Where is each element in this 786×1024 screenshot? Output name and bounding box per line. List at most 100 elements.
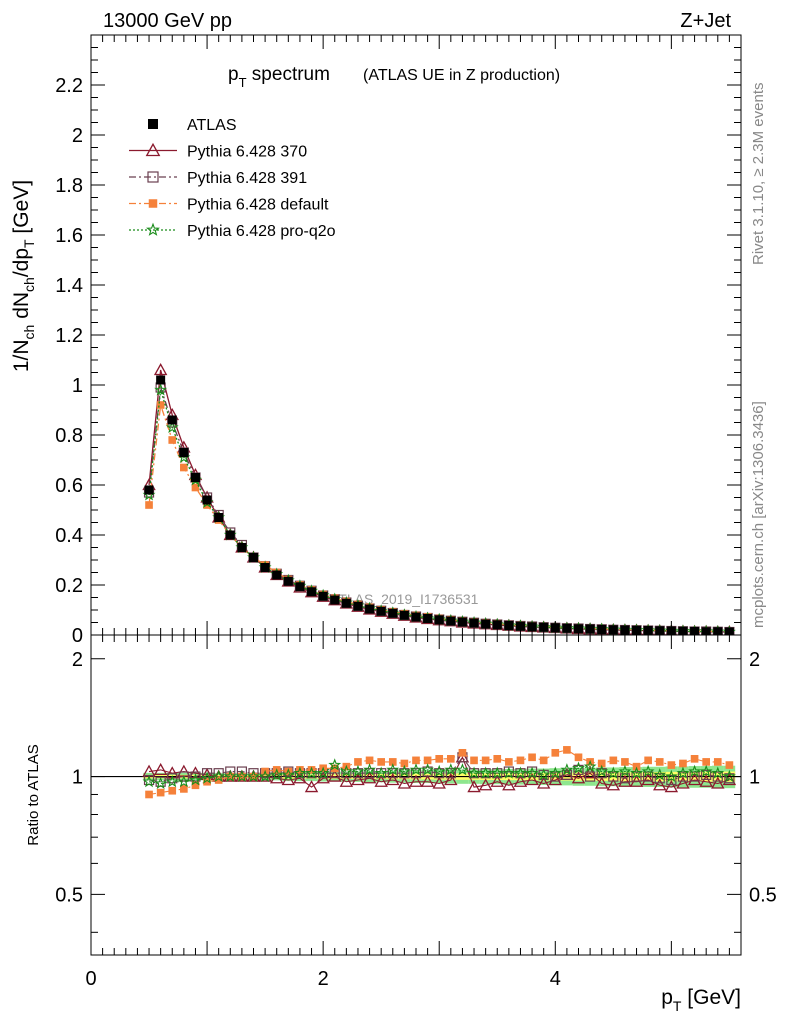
ratio-data-point [189,773,202,786]
ratio-data-point [722,769,736,783]
main-data-point [179,448,189,457]
main-data-point [434,615,444,625]
main-data-point [249,553,258,562]
ratio-data-point [539,756,548,765]
plot-title: pT spectrum [228,64,330,90]
ratio-data-point [305,766,318,779]
ratio-y-tick-label: 0.5 [55,884,83,906]
ratio-series-3 [142,758,736,789]
ratio-data-point [156,788,165,797]
main-data-point [260,563,270,572]
ratio-data-point [585,771,596,782]
main-data-point [272,570,282,580]
main-y-tick-label: 2.2 [55,75,83,97]
legend-marker [145,142,161,157]
ratio-data-point [664,780,679,793]
ratio-data-point [223,769,237,783]
ratio-data-point [550,771,561,782]
ratio-data-point [478,778,493,791]
main-data-point [376,606,386,616]
ratio-data-point [339,774,354,787]
ratio-data-point [165,774,179,788]
ratio-data-point [514,766,527,779]
ratio-data-point [364,768,375,779]
ratio-data-point [653,778,667,791]
ratio-data-point [190,771,201,782]
ratio-data-point [699,764,713,778]
ratio-y-tick-label-right: 1 [749,767,760,789]
ratio-data-point [458,748,467,757]
ratio-data-point [444,773,458,786]
legend-label: Pythia 6.428 pro-q2o [187,223,336,240]
ratio-data-point [479,766,493,779]
ratio-y-tick-label: 2 [72,649,83,671]
main-data-point [481,619,491,629]
ratio-data-point [699,774,713,787]
ratio-data-point [573,764,584,775]
main-data-point [156,401,165,409]
main-y-axis-label: 1/Nch dNch/dpT [GeV] [10,180,37,372]
ratio-data-point [400,759,409,768]
ratio-data-point [456,763,469,776]
ratio-data-point [293,766,307,779]
ratio-data-point [201,768,213,779]
x-tick-label: 2 [318,968,329,990]
ratio-data-point [606,766,620,779]
ratio-data-point [641,773,655,786]
ratio-data-point [307,766,316,774]
main-y-tick-label: 0.8 [55,425,83,447]
x-tick-label: 4 [550,968,561,990]
ratio-data-point [724,773,735,784]
ratio-data-point [283,766,294,777]
ratio-data-point [351,764,365,778]
ratio-data-point [701,769,712,780]
main-data-point [330,595,340,605]
ratio-data-point [177,774,191,788]
ratio-data-point [630,766,643,779]
main-data-point [411,612,421,622]
main-data-point [295,582,305,592]
ratio-data-point [270,768,284,781]
ratio-data-point [432,776,446,789]
ratio-data-point [711,766,725,779]
ratio-data-point [493,755,502,763]
analysis-watermark: ATLAS_2019_I1736531 [330,591,479,607]
ratio-data-point [330,764,339,773]
ratio-data-point [377,758,386,766]
energy-label: 13000 GeV pp [103,10,232,32]
ratio-data-point [200,771,214,784]
ratio-panel-frame [90,634,742,956]
main-data-point [237,543,247,552]
ratio-data-point [574,753,583,762]
main-data-point [145,501,153,509]
legend-entry: Pythia 6.428 370 [129,142,307,161]
ratio-data-point [339,764,353,778]
main-data-point [353,601,363,611]
ratio-data-point [502,778,516,791]
ratio-data-point [667,761,676,769]
ratio-data-point [609,756,618,765]
ratio-data-point [214,776,223,784]
ratio-data-point [513,774,528,787]
ratio-data-point [490,766,504,779]
ratio-data-point [621,758,629,766]
ratio-y-tick-label: 1 [72,767,83,789]
ratio-data-point [351,773,365,786]
ratio-data-point [537,768,551,781]
ratio-data-point [374,774,388,787]
process-label: Z+Jet [680,10,731,32]
ratio-y-tick-label-right: 2 [749,649,760,671]
ratio-data-point [167,773,178,784]
ratio-data-point [409,763,423,776]
ratio-panel-series [142,746,737,799]
ratio-data-point [548,773,563,786]
ratio-data-point [281,768,295,781]
main-data-point [144,485,154,495]
ratio-data-point [653,768,667,781]
ratio-data-point [551,748,560,757]
ratio-data-point [470,756,478,765]
ratio-data-point [153,762,168,776]
main-data-point [492,620,502,630]
ratio-data-point [397,776,412,789]
